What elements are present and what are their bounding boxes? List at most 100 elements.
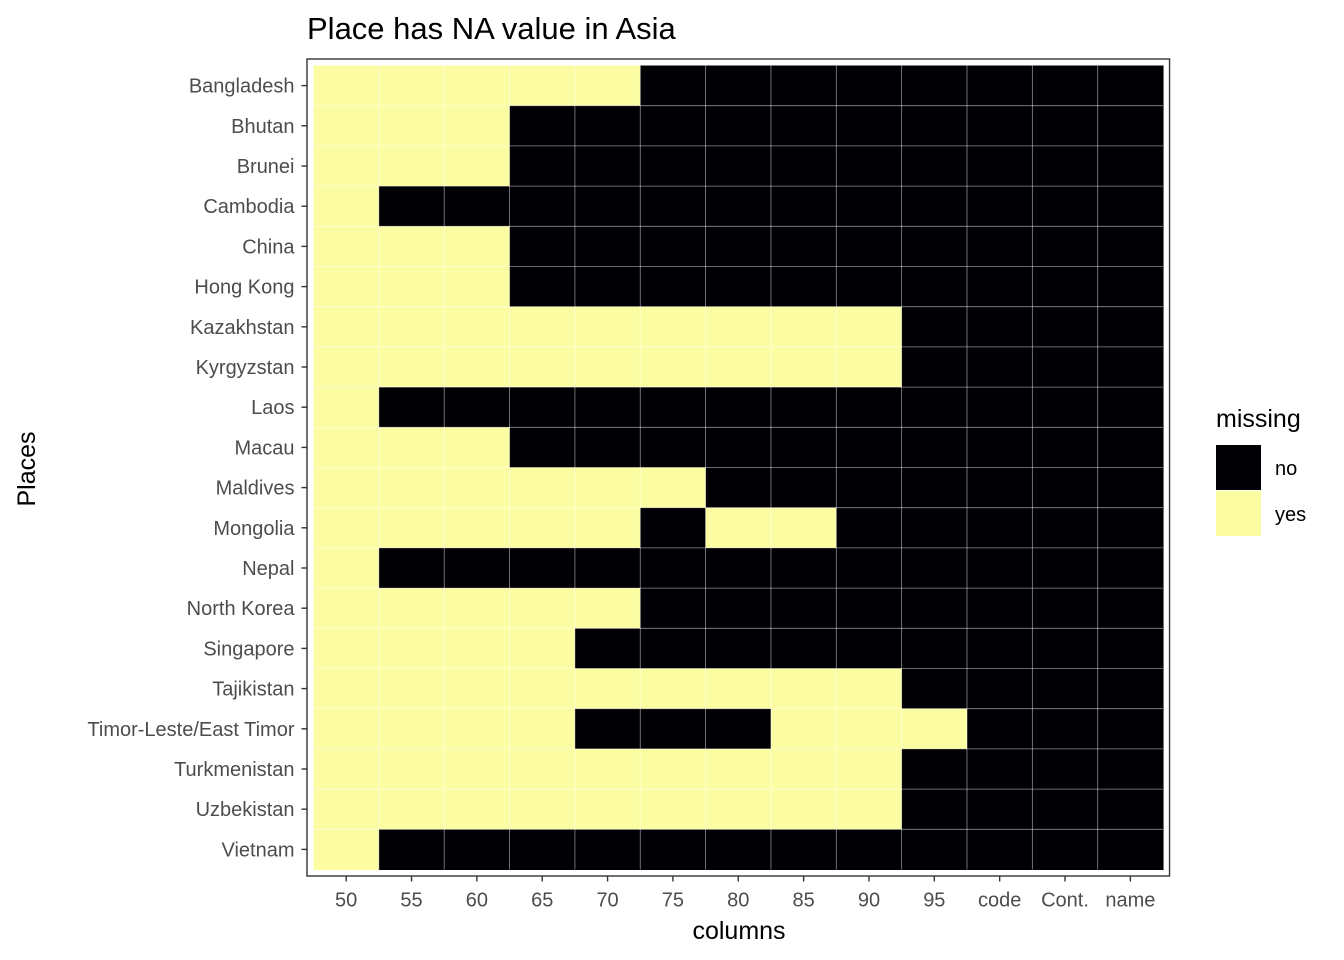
- heatmap-cell: [640, 668, 707, 710]
- heatmap-cell: [444, 186, 511, 227]
- y-tick-label: Kazakhstan: [190, 317, 295, 339]
- x-tick-label: code: [978, 890, 1021, 912]
- heatmap-cell: [1097, 668, 1164, 710]
- x-tick-label: 70: [596, 890, 618, 912]
- heatmap-cell: [967, 628, 1033, 669]
- heatmap-cell: [378, 829, 445, 870]
- heatmap-cell: [378, 306, 445, 348]
- heatmap-cell: [705, 467, 772, 509]
- heatmap-cell: [836, 588, 903, 629]
- heatmap-cell: [705, 186, 772, 227]
- x-tick-label: 90: [858, 890, 880, 912]
- heatmap-cell: [313, 387, 380, 428]
- heatmap-cell: [313, 427, 380, 468]
- heatmap-cell: [1032, 105, 1099, 147]
- y-tick-label: Maldives: [216, 478, 295, 500]
- heatmap-cell: [1032, 748, 1099, 790]
- heatmap-cell: [901, 628, 968, 669]
- heatmap-cell: [901, 507, 968, 549]
- heatmap-cell: [967, 467, 1033, 509]
- heatmap-cell: [705, 105, 772, 147]
- heatmap-cell: [313, 65, 380, 107]
- heatmap-cell: [1032, 65, 1099, 107]
- heatmap-cell: [705, 145, 772, 187]
- heatmap-cell: [509, 588, 576, 629]
- legend-key-no: [1216, 445, 1261, 490]
- heatmap-cell: [313, 708, 380, 750]
- heatmap-cell: [378, 145, 445, 187]
- y-axis-title: Places: [13, 431, 41, 506]
- heatmap-cell: [967, 306, 1033, 348]
- heatmap-cell: [313, 467, 380, 509]
- heatmap-cell: [770, 547, 837, 589]
- heatmap-cell: [640, 427, 707, 468]
- heatmap-cell: [901, 748, 968, 790]
- heatmap-cell: [313, 266, 380, 308]
- heatmap-cell: [378, 708, 445, 750]
- y-tick-label: Nepal: [242, 558, 294, 580]
- heatmap-cell: [770, 829, 837, 870]
- heatmap-cell: [967, 105, 1033, 147]
- heatmap-cell: [313, 789, 380, 830]
- heatmap-cell: [705, 387, 772, 428]
- heatmap-cell: [640, 145, 707, 187]
- heatmap-cell: [444, 266, 511, 308]
- heatmap-cell: [770, 387, 837, 428]
- heatmap-cell: [444, 306, 511, 348]
- heatmap-cell: [444, 588, 511, 629]
- y-tick-label: Turkmenistan: [174, 759, 294, 781]
- heatmap-cell: [1032, 427, 1099, 468]
- x-tick-label: 80: [727, 890, 749, 912]
- heatmap-cell: [770, 467, 837, 509]
- heatmap-cell: [901, 226, 968, 267]
- heatmap-cell: [901, 186, 968, 227]
- heatmap-cell: [313, 829, 380, 870]
- heatmap-cell: [1097, 266, 1164, 308]
- heatmap-cell: [770, 427, 837, 468]
- x-tick-label: 60: [466, 890, 488, 912]
- heatmap-cell: [444, 547, 511, 589]
- heatmap-cell: [836, 748, 903, 790]
- heatmap-cell: [313, 306, 380, 348]
- heatmap-cell: [509, 628, 576, 669]
- heatmap-cell: [770, 346, 837, 388]
- heatmap-cell: [836, 346, 903, 388]
- heatmap-cell: [1032, 306, 1099, 348]
- heatmap-cell: [1032, 547, 1099, 589]
- y-tick-label: Brunei: [237, 156, 295, 178]
- heatmap-cell: [509, 226, 576, 267]
- heatmap-cell: [1032, 266, 1099, 308]
- heatmap-cell: [967, 748, 1033, 790]
- heatmap-cell: [901, 668, 968, 710]
- heatmap-cell: [444, 668, 511, 710]
- y-tick-label: Macau: [234, 437, 294, 459]
- heatmap-cell: [705, 427, 772, 468]
- heatmap-cell: [901, 588, 968, 629]
- heatmap-cell: [1097, 387, 1164, 428]
- heatmap-cell: [836, 65, 903, 107]
- heatmap-cell: [705, 668, 772, 710]
- heatmap-cell: [770, 266, 837, 308]
- heatmap-cell: [901, 105, 968, 147]
- heatmap-cell: [770, 588, 837, 629]
- heatmap-cell: [313, 507, 380, 549]
- heatmap-cell: [509, 507, 576, 549]
- heatmap-cell: [1032, 387, 1099, 428]
- heatmap-cell: [901, 387, 968, 428]
- heatmap-cell: [836, 306, 903, 348]
- heatmap-cell: [640, 748, 707, 790]
- y-tick-label: Uzbekistan: [196, 799, 295, 821]
- heatmap-cell: [836, 226, 903, 267]
- heatmap-cell: [574, 507, 641, 549]
- x-tick-label: name: [1105, 890, 1155, 912]
- heatmap-cell: [705, 226, 772, 267]
- legend: missing no yes: [1216, 405, 1306, 536]
- heatmap-cell: [705, 346, 772, 388]
- heatmap-cell: [509, 467, 576, 509]
- heatmap-cell: [770, 105, 837, 147]
- heatmap-cell: [574, 145, 641, 187]
- heatmap-cell: [1097, 65, 1164, 107]
- heatmap-cell: [901, 547, 968, 589]
- heatmap-cell: [901, 266, 968, 308]
- heatmap-cell: [509, 708, 576, 750]
